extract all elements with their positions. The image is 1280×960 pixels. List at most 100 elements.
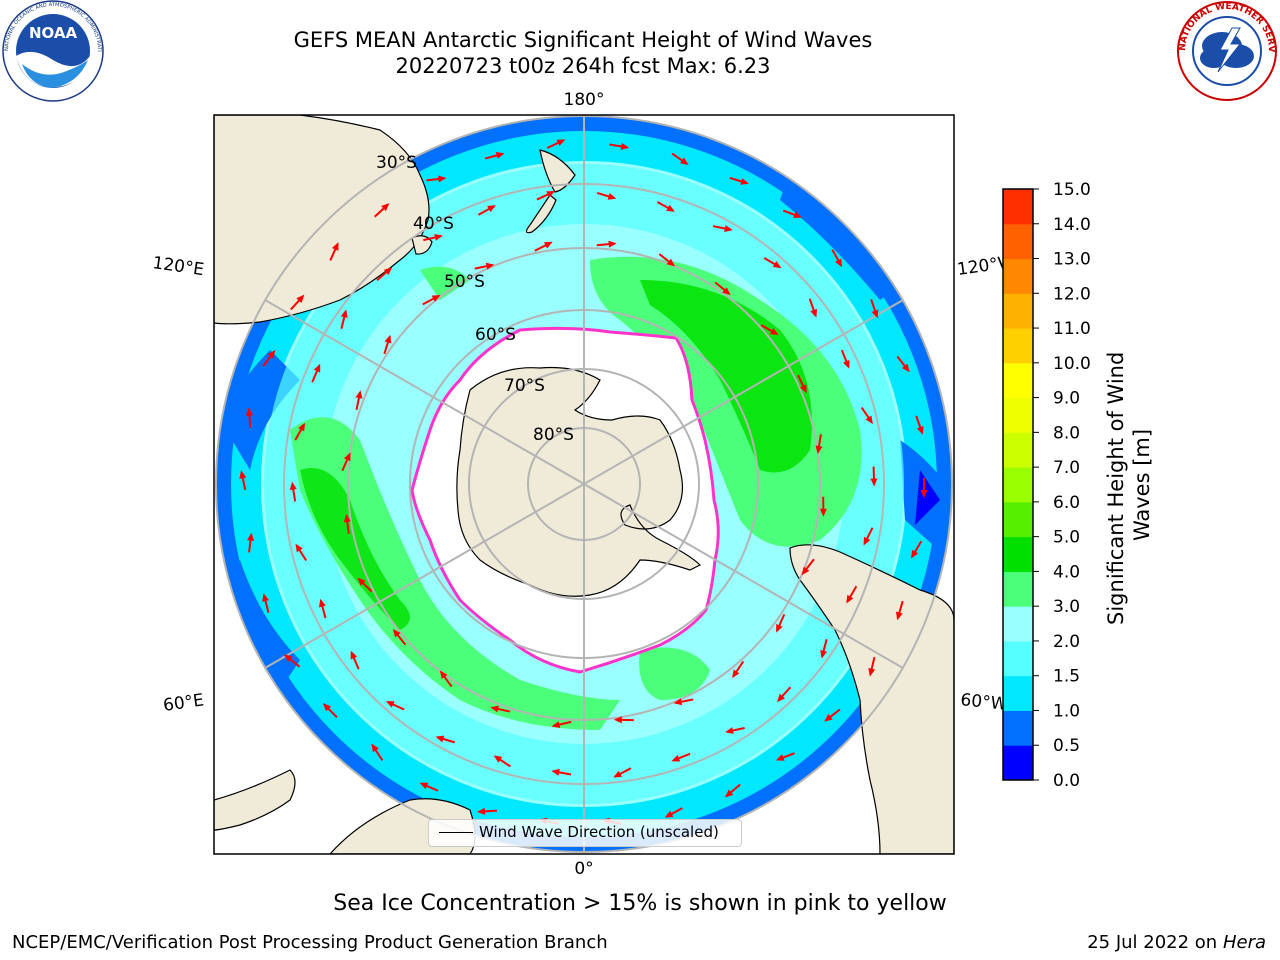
wind-arrow-head [551, 721, 561, 729]
wind-arrow-head [267, 349, 276, 359]
wind-arrow-head [437, 175, 447, 183]
wind-arrow-head [846, 594, 854, 604]
wind-arrow-head [673, 698, 683, 706]
lon-label-60e: 60°E [162, 690, 205, 715]
noaa-logo-text: NOAA [29, 24, 78, 42]
colorbar-tick-label: 5.0 [1053, 528, 1080, 548]
wind-arrow-head [322, 703, 332, 712]
wind-arrow-head [487, 205, 496, 213]
wind-arrow-head [431, 294, 441, 302]
wind-arrow-head [613, 716, 622, 724]
colorbar-segment [1003, 362, 1033, 399]
wind-arrow-head [239, 470, 247, 479]
colorbar-tick-label: 0.0 [1053, 771, 1080, 791]
map-legend: Wind Wave Direction (unscaled) [428, 819, 742, 847]
tasmania-land [411, 235, 433, 255]
wind-arrow-head [245, 407, 253, 416]
wind-arrow-head [911, 549, 919, 559]
colorbar-tick-label: 12.0 [1053, 284, 1091, 304]
wind-arrow-head [262, 593, 269, 602]
colorbar-tick-label: 0.5 [1053, 736, 1080, 756]
colorbar-segment [1003, 258, 1033, 294]
wind-arrow-head [820, 649, 828, 659]
colorbar-segment [1003, 606, 1033, 642]
wind-arrow-head [865, 415, 873, 425]
wind-arrow-head [920, 490, 928, 498]
colorbar-tick-label: 10.0 [1053, 354, 1091, 374]
wind-arrow-head [722, 287, 731, 296]
colorbar-segment [1003, 571, 1033, 607]
lat-label-40s: 40°S [413, 214, 454, 234]
colorbar-tick-label: 11.0 [1053, 319, 1091, 339]
wind-arrow-head [543, 241, 553, 249]
wind-arrow-head [383, 267, 393, 276]
wind-arrow-head [801, 566, 810, 576]
lat-label-70s: 70°S [504, 376, 545, 396]
lon-label-120e: 120°E [151, 253, 205, 280]
lon-label-0: 0° [574, 859, 593, 879]
colorbar-segment [1003, 328, 1033, 364]
wind-arrow-head [776, 623, 783, 633]
wind-arrow-head [355, 390, 363, 399]
wind-arrow-head [435, 735, 445, 743]
map-area [214, 115, 954, 854]
wind-arrow-head [824, 713, 833, 722]
colorbar-title: Significant Height of Wind Waves [m] [1104, 345, 1154, 625]
new-zealand-land [539, 149, 576, 193]
wind-arrow-head [556, 139, 566, 147]
colorbar-tick-label: 13.0 [1053, 250, 1091, 270]
wind-arrow-head [551, 768, 560, 776]
wind-arrow-head [620, 143, 630, 150]
wind-arrow-head [772, 261, 782, 269]
wind-arrow-head [916, 426, 924, 435]
colorbar-tick-label: 7.0 [1053, 458, 1080, 478]
wind-arrow-head [810, 308, 818, 318]
wind-arrow-head [870, 478, 878, 487]
colorbar-tick-label: 2.0 [1053, 632, 1080, 652]
new-zealand-south-land [525, 194, 557, 234]
colorbar-segment [1003, 223, 1033, 260]
colorbar-tick-label: 6.0 [1053, 493, 1080, 513]
wind-arrow-head [343, 452, 351, 462]
wind-arrow-head [671, 755, 681, 762]
wind-arrow-head [666, 258, 676, 267]
colorbar-segment [1003, 467, 1033, 503]
wind-arrow-head [313, 363, 321, 373]
wind-arrow-head [863, 536, 871, 546]
wind-arrow-head [732, 669, 740, 679]
wind-arrow-head [490, 705, 499, 713]
wind-arrow-head [434, 233, 443, 241]
wind-arrow-head [679, 157, 689, 165]
wind-arrow-head [664, 810, 674, 818]
wind-arrow-head [901, 363, 910, 373]
lat-label-80s: 80°S [533, 425, 574, 445]
colorbar-tick-label: 1.5 [1053, 667, 1080, 687]
south-america-land [789, 544, 954, 854]
wind-arrow-head [392, 628, 401, 638]
colorbar-segment [1003, 675, 1033, 711]
wind-arrow-head [295, 543, 303, 553]
colorbar-segment [1003, 536, 1033, 572]
footer-date-text: 25 Jul 2022 on [1087, 932, 1218, 953]
wind-arrow-head [289, 481, 297, 491]
colorbar-ticks: 15.0 14.0 13.0 12.0 11.0 10.0 9.0 8.0 7.0 6.0 5.0 4… [1033, 180, 1091, 791]
wind-arrow-head [793, 211, 803, 219]
wind-arrow-head [485, 262, 495, 270]
wind-arrow-head [296, 294, 305, 303]
colorbar-segment [1003, 710, 1033, 746]
graticule [215, 115, 953, 853]
wind-arrow-head [769, 327, 779, 335]
legend-label: Wind Wave Direction (unscaled) [479, 823, 719, 841]
chart-subtitle: 20220723 t00z 264h fcst Max: 6.23 [395, 54, 771, 78]
wind-arrow-head [384, 334, 392, 344]
colorbar-segment [1003, 189, 1033, 225]
wind-arrow-head [357, 577, 366, 586]
wind-arrow-head [495, 152, 505, 159]
colorbar-tick-label: 15.0 [1053, 180, 1091, 200]
wind-arrow-head [777, 693, 785, 703]
colorbar-tick-label: 14.0 [1053, 215, 1091, 235]
footer-machine: Hera [1222, 932, 1266, 953]
wind-arrow-head [419, 782, 429, 790]
colorbar-tick-label: 1.0 [1053, 701, 1080, 721]
wind-arrow-head [247, 532, 254, 541]
